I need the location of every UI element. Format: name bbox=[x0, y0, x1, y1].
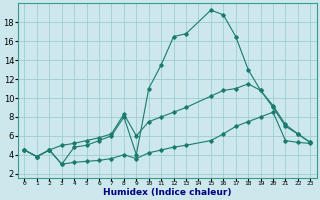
X-axis label: Humidex (Indice chaleur): Humidex (Indice chaleur) bbox=[103, 188, 232, 197]
